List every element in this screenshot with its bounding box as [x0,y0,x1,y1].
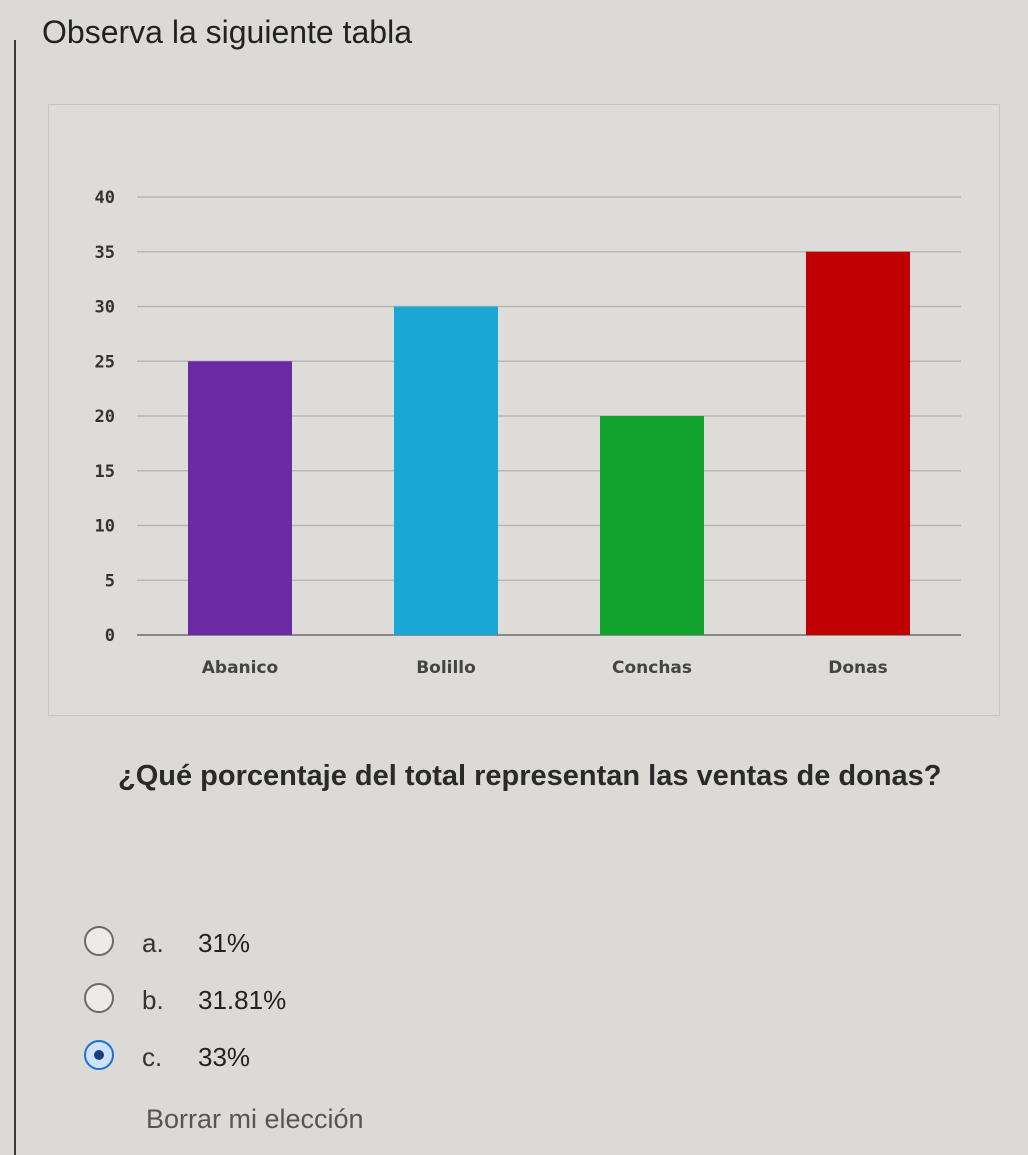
y-tick-label: 10 [95,517,115,537]
y-tick-label: 40 [95,188,115,208]
option-b-letter: b. [142,985,164,1015]
y-tick-label: 0 [105,626,115,646]
option-c-letter: c. [142,1042,163,1072]
page-left-border [14,40,16,1155]
option-c[interactable]: c. 33% [84,1038,404,1078]
intro-text: Observa la siguiente tabla [42,14,412,50]
bar-donas [806,251,910,635]
option-b[interactable]: b. 31.81% [84,981,404,1021]
radio-option-c[interactable] [84,1040,114,1070]
x-tick-label-donas: Donas [828,658,887,678]
option-c-text: 33% [198,1042,251,1072]
y-tick-label: 20 [95,407,115,427]
bar-conchas [600,416,704,635]
bar-abanico [188,361,292,635]
y-tick-label: 35 [95,243,115,263]
x-tick-label-conchas: Conchas [612,658,692,678]
option-b-text: 31.81% [198,985,287,1015]
x-tick-label-abanico: Abanico [202,658,278,678]
x-tick-label-bolillo: Bolillo [416,658,476,678]
y-tick-label: 25 [95,352,115,372]
bar-chart: 0 5 10 15 20 25 30 35 40 Abanico Bolillo Conchas Don… [48,104,1000,716]
radio-option-b[interactable] [84,983,114,1013]
option-a-letter: a. [142,928,164,958]
clear-choice-link[interactable]: Borrar mi elección [146,1104,364,1134]
y-tick-label: 30 [95,298,115,318]
y-tick-label: 5 [105,571,115,591]
question-text: ¿Qué porcentaje del total representan la… [118,760,942,792]
option-a-text: 31% [198,928,251,958]
option-a[interactable]: a. 31% [84,924,404,964]
y-tick-label: 15 [95,462,115,482]
bar-chart-svg: 0 5 10 15 20 25 30 35 40 Abanico Bolillo Conchas Don… [95,188,961,678]
bar-bolillo [394,306,498,635]
radio-option-a[interactable] [84,926,114,956]
